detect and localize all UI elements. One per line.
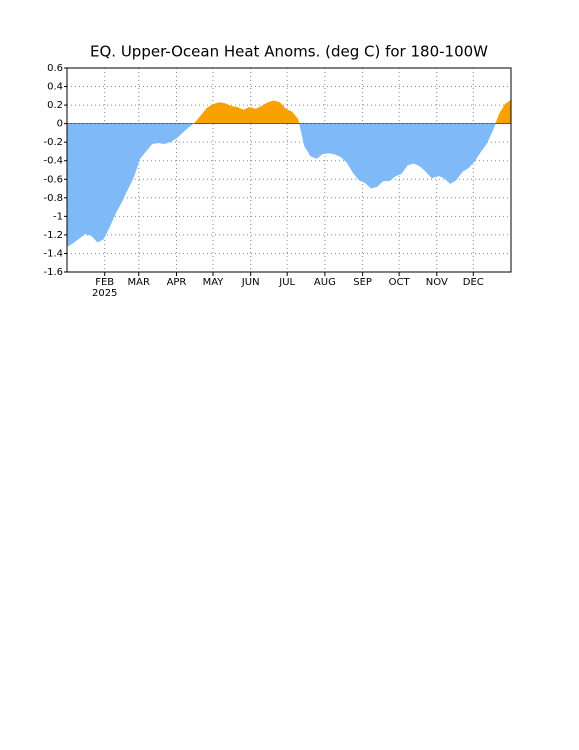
x-tick-label: DEC: [463, 277, 484, 288]
y-tick-label: -0.2: [43, 137, 63, 148]
y-tick-label: -1.2: [43, 230, 63, 241]
y-tick-label: -1.4: [43, 248, 63, 259]
x-tick-label: AUG: [314, 277, 336, 288]
y-tick-label: -1: [53, 211, 63, 222]
x-tick-label: OCT: [389, 277, 411, 288]
y-tick-label: 0.2: [47, 100, 63, 111]
x-tick-label: MAR: [128, 277, 150, 288]
year-label: 2025: [92, 288, 117, 299]
y-tick-label: -0.6: [43, 174, 63, 185]
x-tick-label: MAY: [203, 277, 225, 288]
x-tick-label: JUL: [278, 277, 295, 288]
x-tick-label: APR: [167, 277, 187, 288]
y-tick-label: -0.8: [43, 193, 63, 204]
negative-area: [67, 123, 496, 247]
x-tick-label: FEB: [95, 277, 114, 288]
y-tick-label: 0.6: [47, 63, 63, 74]
x-tick-label: NOV: [426, 277, 448, 288]
y-tick-label: -0.4: [43, 156, 63, 167]
chart-title: EQ. Upper-Ocean Heat Anoms. (deg C) for …: [90, 43, 488, 61]
x-tick-label: JUN: [241, 277, 260, 288]
y-tick-label: -1.6: [43, 267, 63, 278]
y-tick-label: 0.4: [47, 82, 63, 93]
positive-area: [67, 99, 511, 124]
x-tick-label: SEP: [353, 277, 372, 288]
plot-frame: [66, 67, 512, 273]
y-tick-label: 0: [57, 119, 63, 130]
